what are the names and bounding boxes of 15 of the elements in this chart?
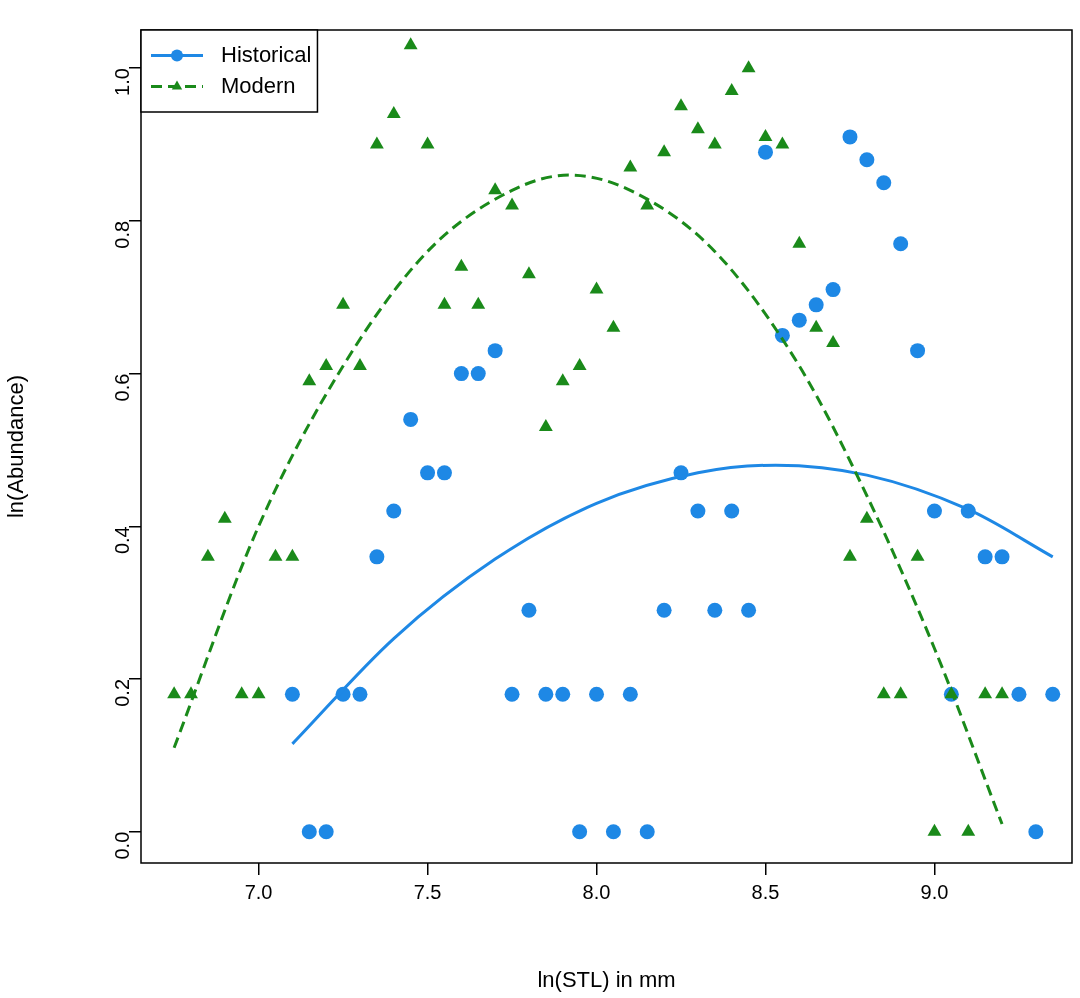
y-tick-label: 0.6	[110, 373, 133, 402]
y-axis-title: ln(Abundance)	[3, 374, 29, 519]
x-axis-title: ln(STL) in mm	[537, 966, 676, 992]
y-tick-label: 0.2	[110, 678, 133, 707]
x-tick-label: 7.5	[413, 880, 442, 903]
y-tick-label: 1.0	[110, 68, 133, 96]
y-tick-label: 0.4	[110, 526, 133, 555]
legend-label: Historical	[221, 41, 312, 67]
y-tick-label: 0.0	[110, 831, 133, 860]
x-tick-label: 8.5	[751, 880, 780, 903]
legend-label: Modern	[221, 72, 296, 98]
y-tick-label: 0.8	[110, 220, 133, 249]
x-tick-label: 9.0	[920, 880, 949, 903]
x-tick-label: 8.0	[582, 880, 611, 903]
x-tick-label: 7.0	[244, 880, 273, 903]
